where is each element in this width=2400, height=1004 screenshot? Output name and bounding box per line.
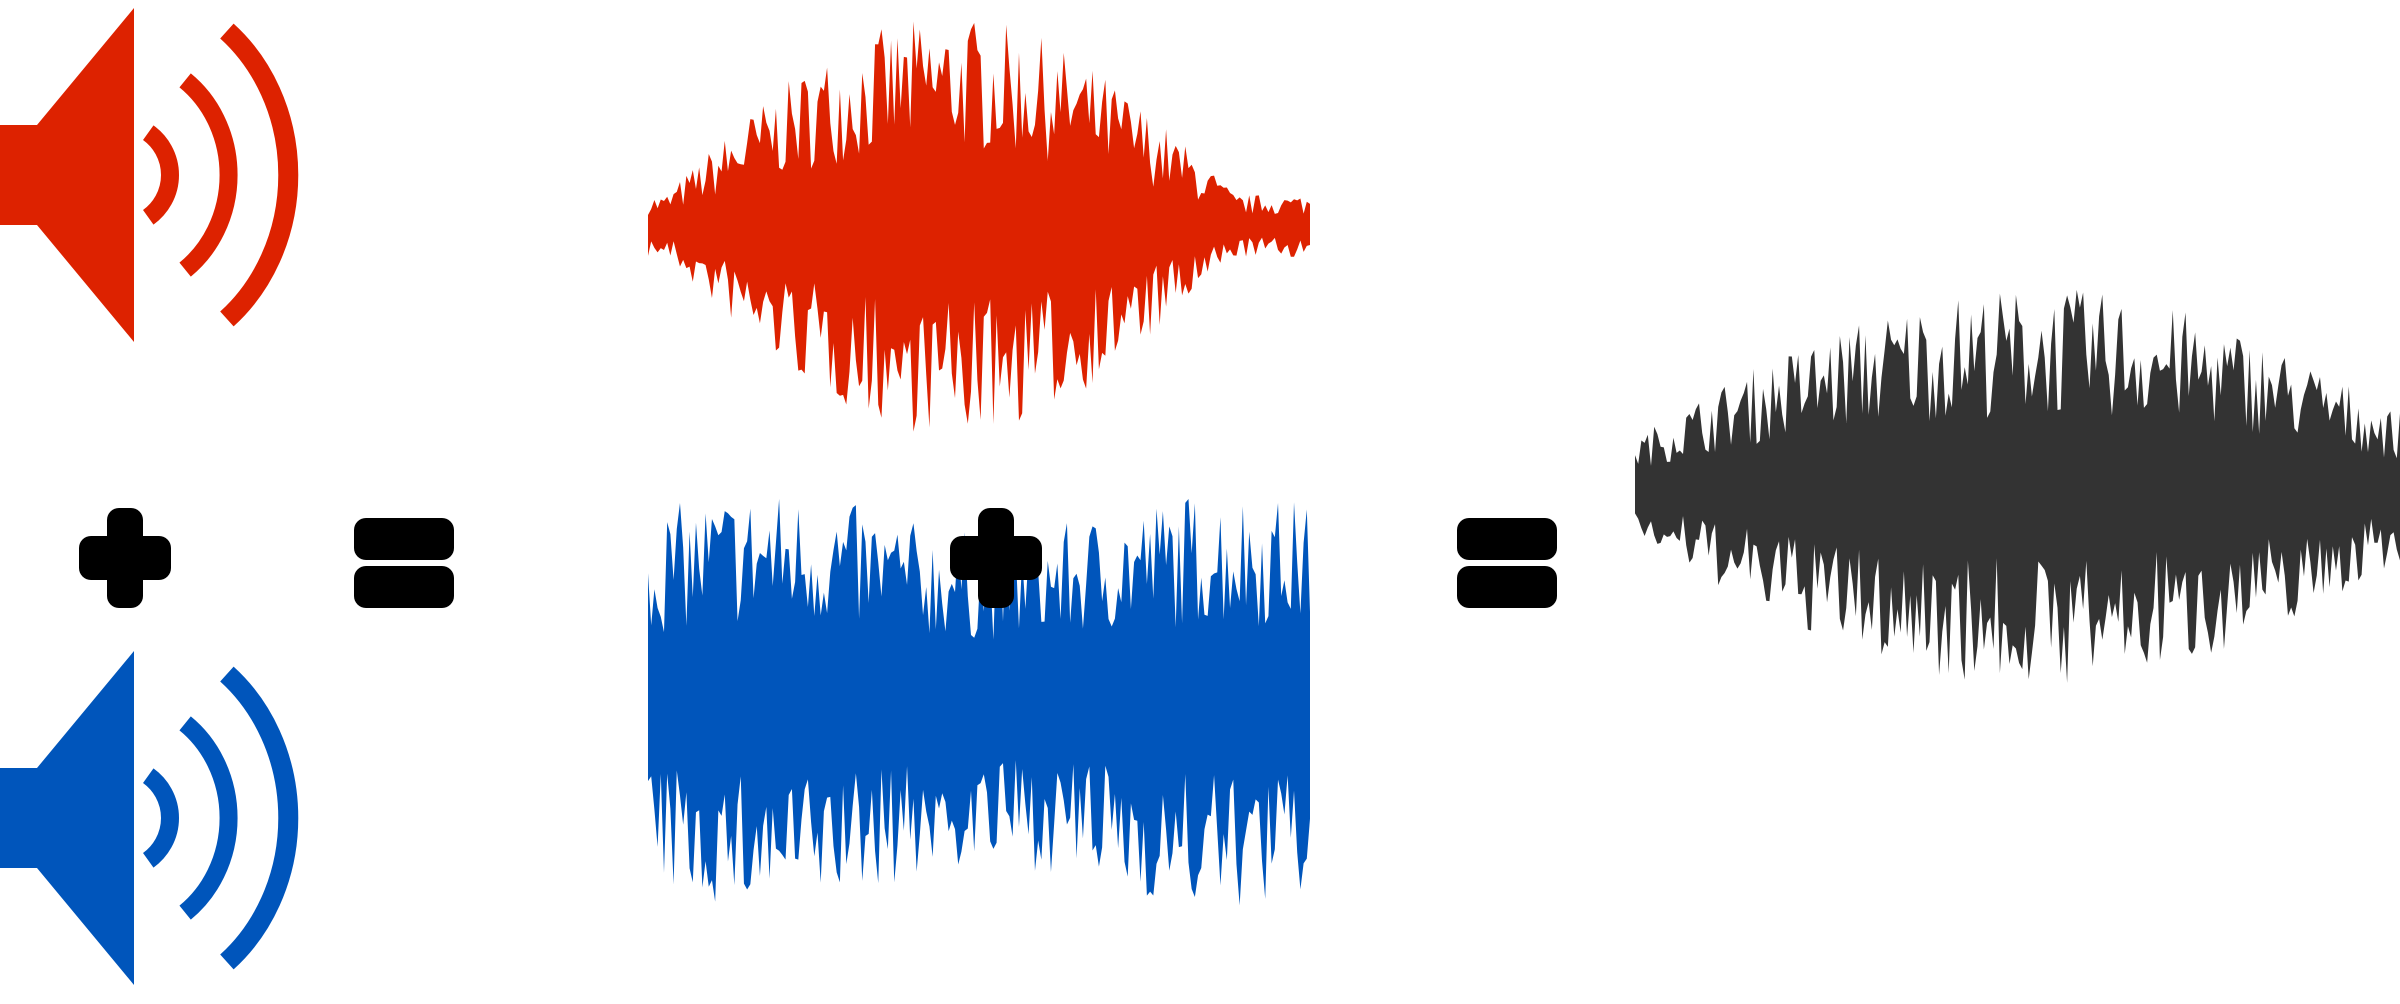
speaker-cone bbox=[0, 8, 134, 342]
waveform-result bbox=[1635, 289, 2400, 683]
speaker-icon-blue bbox=[0, 651, 299, 985]
sound-wave-arc bbox=[179, 73, 238, 277]
sound-wave-arc bbox=[179, 716, 238, 920]
waveform-red bbox=[648, 21, 1310, 432]
equals-icon bbox=[1457, 518, 1557, 608]
waveform-blue bbox=[648, 498, 1310, 906]
sound-wave-arc bbox=[220, 666, 299, 970]
speaker-icon-red bbox=[0, 8, 299, 342]
sound-wave-arc bbox=[142, 768, 179, 868]
speaker-cone bbox=[0, 651, 134, 985]
sound-wave-arc bbox=[142, 125, 179, 225]
plus-icon bbox=[79, 508, 171, 608]
sound-wave-arc bbox=[220, 23, 299, 327]
equals-icon bbox=[354, 518, 454, 608]
plus-icon bbox=[950, 508, 1042, 608]
